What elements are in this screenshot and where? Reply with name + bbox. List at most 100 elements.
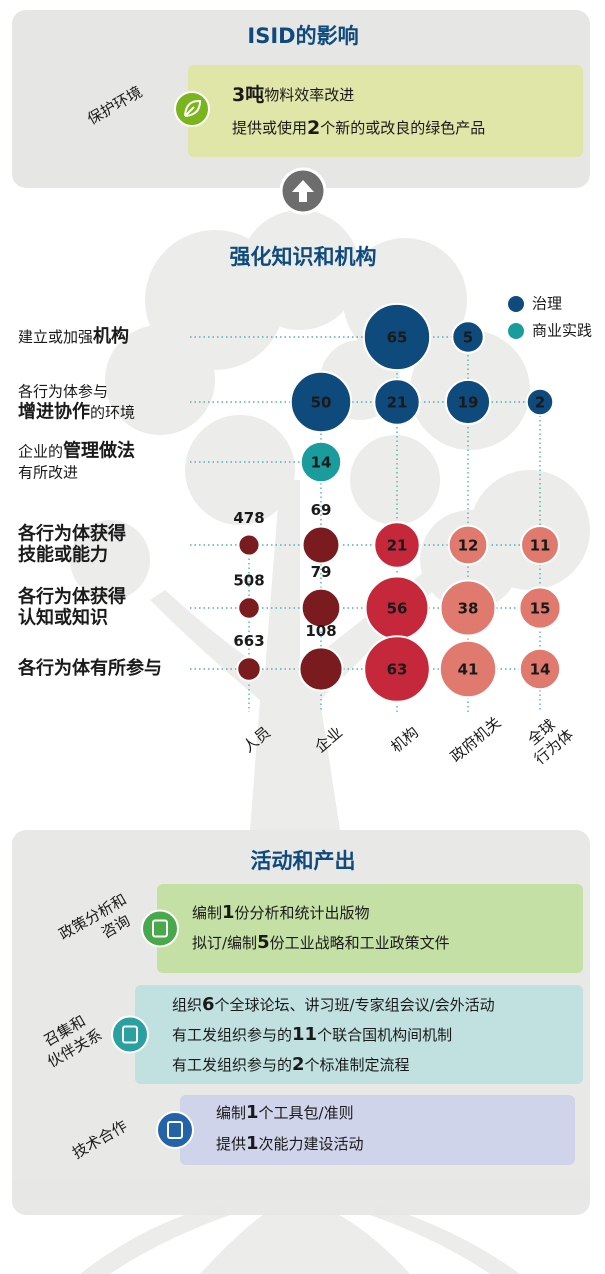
- text-line: 认知或知识: [18, 607, 108, 629]
- text-segment: 份工业战略和工业政策文件: [270, 934, 450, 952]
- column-label-line: 机构: [387, 723, 422, 756]
- activities-title: 活动和产出: [251, 849, 356, 873]
- text-segment: 个新的或改良的绿色产品: [320, 119, 485, 137]
- text-line: 建立或加强机构: [18, 325, 129, 347]
- text-segment: 编制: [216, 1104, 246, 1122]
- bubble-label: 508: [233, 572, 264, 590]
- legend-label: 商业实践: [532, 322, 592, 340]
- bubble-label: 21: [387, 537, 408, 555]
- text-line: 编制1个工具包/准则: [216, 1102, 354, 1123]
- bubble: [237, 657, 260, 680]
- text-segment: 份分析和统计出版物: [235, 904, 370, 922]
- impact-box: [188, 65, 583, 157]
- bubble-label: 2: [535, 394, 545, 412]
- text-segment: 6: [202, 994, 215, 1015]
- text-segment: 5: [257, 932, 270, 953]
- text-segment: 建立或加强: [18, 328, 93, 346]
- text-segment: 管理做法: [63, 440, 135, 462]
- text-segment: 3吨: [232, 83, 264, 106]
- text-segment: 各行为体获得: [17, 586, 126, 608]
- text-segment: 组织: [172, 996, 202, 1014]
- bubble-label: 14: [311, 454, 332, 472]
- activity-icon: [157, 1112, 193, 1148]
- bubble-label: 12: [458, 537, 479, 555]
- text-line: 各行为体获得: [17, 523, 126, 545]
- text-line: 各行为体获得: [17, 586, 126, 608]
- text-line: 有工发组织参与的11个联合国机构间机制: [172, 1024, 452, 1045]
- bubble: [238, 597, 260, 619]
- text-segment: 个联合国机构间机制: [317, 1026, 452, 1044]
- text-line: 企业的管理做法: [18, 440, 135, 462]
- text-segment: 有工发组织参与的: [172, 1026, 292, 1044]
- bubble-label: 663: [233, 632, 264, 650]
- text-line: 增进协作的环境: [18, 401, 135, 423]
- text-line: 技能或能力: [18, 544, 108, 566]
- bubble-label: 19: [458, 394, 479, 412]
- text-segment: 有工发组织参与的: [172, 1056, 292, 1074]
- text-segment: 各行为体参与: [18, 382, 108, 400]
- bubble-label: 65: [387, 329, 408, 347]
- text-segment: 拟订/编制: [192, 934, 257, 952]
- text-segment: 个全球论坛、讲习班/专家组会议/会外活动: [215, 996, 495, 1014]
- legend-swatch: [508, 323, 524, 339]
- bubble-label: 11: [530, 537, 551, 555]
- text-segment: 认知或知识: [18, 607, 108, 629]
- text-line: 编制1份分析和统计出版物: [192, 902, 370, 923]
- text-segment: 技能或能力: [18, 544, 108, 566]
- column-label: 政府机关: [447, 713, 505, 765]
- text-segment: 企业的: [18, 442, 63, 460]
- text-line: 3吨物料效率改进: [232, 83, 354, 106]
- text-segment: 2: [292, 1054, 305, 1075]
- infographic: ISID的影响 保护环境 强化知识和机构 治理商业实践人员企业机构政府机关全球行…: [0, 0, 605, 1274]
- legend-swatch: [508, 296, 524, 312]
- bubble-label: 21: [387, 394, 408, 412]
- column-label-line: 政府机关: [447, 713, 505, 765]
- bubble-label: 478: [233, 509, 264, 527]
- text-segment: 个标准制定流程: [305, 1056, 410, 1074]
- bubble-label: 14: [530, 661, 551, 679]
- bubble-label: 50: [311, 394, 332, 412]
- column-label: 机构: [387, 723, 422, 756]
- bubble-label: 15: [530, 600, 551, 618]
- text-segment: 物料效率改进: [264, 86, 354, 104]
- text-segment: 有所改进: [18, 463, 78, 481]
- knowledge-title: 强化知识和机构: [230, 245, 377, 269]
- bubble-label: 63: [387, 661, 408, 679]
- text-segment: 11: [292, 1024, 317, 1045]
- legend-label: 治理: [532, 295, 562, 313]
- bubble: [299, 647, 342, 690]
- activity-icon: [112, 1017, 148, 1053]
- text-segment: 1: [222, 902, 235, 923]
- text-line: 组织6个全球论坛、讲习班/专家组会议/会外活动: [172, 994, 495, 1015]
- text-segment: 增进协作: [18, 401, 90, 423]
- text-segment: 1: [246, 1102, 259, 1123]
- bubble: [238, 534, 259, 555]
- text-segment: 次能力建设活动: [259, 1135, 364, 1153]
- text-line: 有所改进: [18, 463, 78, 481]
- activity-icon: [142, 911, 178, 947]
- text-segment: 机构: [93, 325, 129, 347]
- bubble-label: 108: [305, 622, 336, 640]
- text-segment: 编制: [192, 904, 222, 922]
- text-segment: 2: [307, 117, 320, 139]
- text-segment: 个工具包/准则: [259, 1104, 354, 1122]
- text-segment: 提供: [216, 1135, 246, 1153]
- text-line: 提供1次能力建设活动: [216, 1133, 364, 1154]
- bubble: [303, 527, 340, 564]
- bubble-label: 38: [458, 600, 479, 618]
- bubble-label: 69: [311, 501, 332, 519]
- text-segment: 各行为体有所参与: [17, 657, 162, 679]
- activity-groups: 政策分析和咨询编制1份分析和统计出版物拟订/编制5份工业战略和工业政策文件召集和…: [34, 884, 583, 1165]
- impact-title: ISID的影响: [247, 24, 358, 48]
- activity-box: [157, 884, 583, 973]
- text-line: 各行为体有所参与: [17, 657, 162, 679]
- bubble-label: 56: [387, 600, 408, 618]
- text-line: 拟订/编制5份工业战略和工业政策文件: [192, 932, 450, 953]
- bubble-label: 5: [463, 329, 473, 347]
- bubble-label: 41: [458, 661, 479, 679]
- bubble-label: 79: [311, 563, 332, 581]
- text-segment: 1: [246, 1133, 259, 1154]
- text-line: 有工发组织参与的2个标准制定流程: [172, 1054, 410, 1075]
- text-line: 各行为体参与: [18, 382, 108, 400]
